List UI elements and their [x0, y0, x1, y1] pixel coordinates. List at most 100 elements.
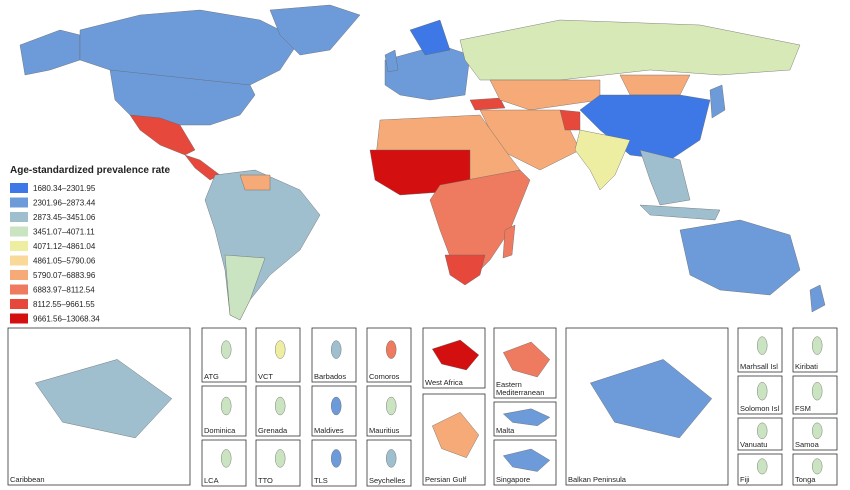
inset-land [220, 396, 232, 416]
legend-label: 1680.34–2301.95 [33, 184, 96, 193]
legend-label: 8112.55–9661.55 [33, 300, 95, 309]
legend-swatch [10, 212, 28, 222]
inset-label: Grenada [258, 426, 288, 435]
china [579, 94, 711, 161]
inset-label-box: Comoros [369, 373, 399, 381]
indonesia [639, 204, 721, 221]
legend-swatch [10, 299, 28, 309]
inset-box [737, 417, 783, 451]
insets: Caribbean ATG VCT Barbados Comoros Dominica Gr… [7, 327, 838, 487]
inset-label: LCA [204, 476, 219, 485]
inset-label-box: Barbados [314, 373, 346, 381]
inset-label: Vanuatu [740, 440, 768, 449]
inset-label: Solomon Isl [740, 404, 780, 413]
inset-label-box: Seychelles [369, 476, 406, 485]
inset-land [220, 449, 232, 468]
south-america [204, 169, 321, 321]
inset-land [757, 382, 768, 401]
inset-box [201, 385, 247, 437]
inset-label-box: FSM [795, 404, 811, 413]
inset-label-box: Singapore [496, 476, 530, 484]
inset-land [432, 411, 480, 458]
new-zealand [809, 284, 826, 313]
inset-land [386, 396, 397, 416]
inset-label-box: Eastern Mediterranean [496, 380, 545, 397]
inset-label-box: Maldives [314, 426, 344, 435]
legend-label: 9661.56–13068.34 [33, 315, 100, 324]
inset-land [757, 458, 768, 475]
legend-swatch [10, 284, 28, 295]
india [574, 129, 631, 191]
usa [109, 69, 256, 126]
legend-swatch [10, 255, 28, 266]
inset-label: Tonga [795, 475, 816, 484]
inset-land [757, 422, 768, 439]
inset-label-box: West Africa [425, 378, 463, 387]
inset-label: Kiribati [795, 362, 818, 371]
inset-label: Fiji [740, 475, 750, 484]
inset-label-box: Persian Gulf [425, 476, 466, 484]
legend: Age-standardized prevalence rate 1680.34… [10, 165, 170, 324]
inset-label: VCT [258, 372, 273, 381]
inset-label-box: TTO [258, 476, 273, 485]
inset-label-box: Dominica [204, 427, 235, 435]
legend-label: 4861.05–5790.06 [33, 257, 96, 266]
inset-label: ATG [204, 372, 219, 381]
inset-label: Malta [496, 426, 515, 435]
turkey [469, 97, 506, 111]
russia [459, 19, 801, 81]
inset-label-box: Mauritius [369, 426, 400, 435]
mexico [129, 114, 196, 156]
legend-swatch [10, 270, 28, 280]
inset-land [812, 422, 823, 439]
inset-label-box: VCT [258, 372, 273, 381]
inset-label-box: TLS [314, 476, 328, 485]
inset-label-box: Samoa [795, 440, 819, 449]
inset-land [386, 449, 397, 468]
madagascar [502, 224, 516, 259]
venezuela [239, 174, 271, 191]
inset-label: Maldives [314, 426, 344, 435]
inset-label-box: Solomon Isl [740, 404, 780, 413]
inset-land [220, 340, 232, 359]
inset-label: TTO [258, 476, 273, 485]
inset-label-box: Caribbean [10, 475, 45, 484]
inset-land [386, 340, 397, 359]
inset-label: Mauritius [369, 426, 400, 435]
legend-swatch [10, 241, 28, 251]
inset-label-box: Kiribati [795, 362, 818, 371]
alaska [19, 29, 81, 76]
greenland [269, 4, 361, 56]
inset-label-box: Marhsall Isl [740, 362, 778, 371]
inset-land [812, 382, 823, 401]
inset-label: Balkan Peninsula [568, 475, 626, 484]
inset-box [737, 375, 783, 415]
central-asia [489, 79, 601, 111]
inset-land [757, 336, 768, 355]
inset-label-box: LCA [204, 476, 219, 485]
southeast-asia [639, 149, 691, 206]
legend-swatch [10, 183, 28, 193]
legend-label: 2301.96–2873.44 [33, 199, 96, 208]
legend-label: 3451.07–4071.11 [33, 228, 95, 237]
inset-label: TLS [314, 476, 328, 485]
world-map [19, 4, 826, 321]
inset-label: West Africa [425, 378, 463, 387]
inset-label: Caribbean [10, 475, 45, 484]
inset-label: FSM [795, 404, 811, 413]
legend-title: Age-standardized prevalence rate [10, 165, 170, 176]
inset-land [502, 408, 551, 427]
uk [384, 49, 399, 73]
inset-land [812, 458, 823, 475]
inset-label-box: Vanuatu [740, 440, 768, 449]
inset-label: Marhsall Isl [740, 362, 778, 371]
legend-label: 5790.07–6883.96 [33, 271, 96, 280]
inset-land [431, 339, 480, 371]
scandinavia [409, 19, 451, 56]
legend-label: 6883.97–8112.54 [33, 286, 95, 295]
inset-label: Seychelles [369, 476, 406, 485]
inset-label: Samoa [795, 440, 819, 449]
inset-label: Eastern Mediterranean [496, 380, 545, 397]
inset-label-box: Malta [496, 426, 515, 435]
